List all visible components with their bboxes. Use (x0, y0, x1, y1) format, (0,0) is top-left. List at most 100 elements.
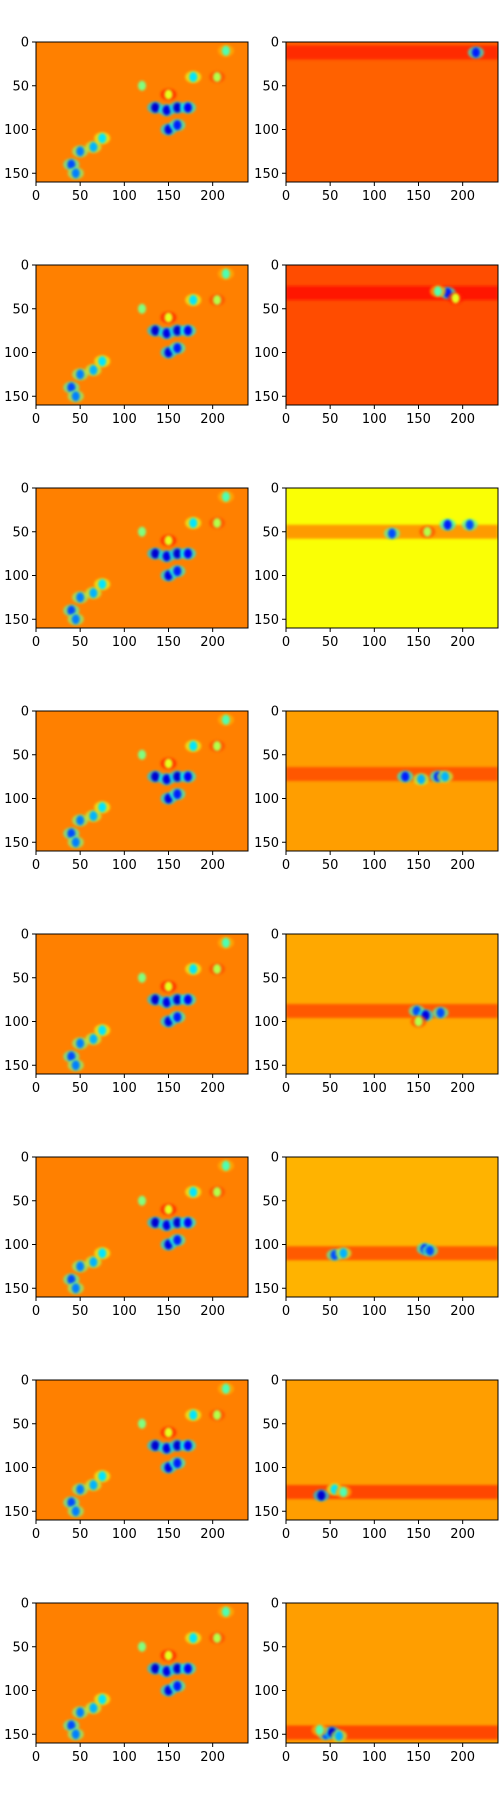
heatmap-cell (221, 714, 230, 725)
x-tick-label: 200 (200, 635, 225, 650)
y-tick-label: 0 (271, 36, 279, 51)
axes-frame (35, 1156, 249, 1298)
heatmap-cell (98, 802, 107, 813)
x-tick-label: 100 (362, 412, 387, 427)
heatmap-cell (71, 1283, 80, 1294)
y-tick-label: 50 (12, 79, 29, 94)
axes-frame (35, 41, 249, 183)
heatmap-cell (89, 811, 98, 821)
x-tick-label: 50 (322, 635, 339, 650)
heatmap-cell (138, 972, 146, 983)
heatmap-panel-5-left: 0 50 100 150 200 0 50 100 150 (4, 928, 249, 1096)
heatmap-cell (173, 343, 182, 354)
y-tick-label: 0 (21, 482, 29, 497)
y-tick-label: 150 (4, 1059, 29, 1074)
heatmap-panel-8-left: 0 50 100 150 200 0 50 100 150 (4, 1597, 249, 1765)
y-tick-label: 100 (254, 1461, 279, 1476)
heatmap-cell (98, 579, 107, 590)
x-tick-label: 100 (362, 1750, 387, 1765)
x-tick-label: 150 (156, 1081, 181, 1096)
heatmap-cell (138, 1195, 146, 1206)
heatmap-cell (173, 102, 182, 113)
y-tick-label: 150 (4, 390, 29, 405)
axes-frame (285, 41, 499, 183)
heatmap-cell (162, 997, 171, 1008)
heatmap-cell (213, 295, 222, 305)
x-tick-label: 100 (362, 1081, 387, 1096)
heatmap-cell (423, 526, 432, 537)
x-tick-label: 100 (112, 858, 137, 873)
x-tick-label: 50 (72, 1527, 89, 1542)
heatmap-cell (183, 1663, 192, 1674)
x-tick-label: 50 (72, 1750, 89, 1765)
x-tick-label: 200 (200, 189, 225, 204)
heatmap-cell (221, 1383, 230, 1394)
heatmap-cell (221, 937, 230, 948)
x-tick-label: 200 (450, 635, 475, 650)
x-tick-label: 50 (72, 635, 89, 650)
x-tick-label: 0 (282, 189, 290, 204)
heatmap-cell (89, 1034, 98, 1044)
heatmap-cell (436, 1007, 445, 1018)
x-tick-label: 100 (112, 412, 137, 427)
heatmap-cell (71, 1060, 80, 1071)
y-tick-label: 100 (254, 1238, 279, 1253)
y-tick-label: 50 (262, 525, 279, 540)
heatmap-cell (76, 1484, 85, 1495)
heatmap-cell (173, 1440, 182, 1451)
heatmap-cell (189, 295, 198, 305)
x-tick-label: 100 (362, 189, 387, 204)
x-tick-label: 150 (406, 1304, 431, 1319)
heatmap-cell (89, 588, 98, 598)
heatmap-cell (183, 1440, 192, 1451)
heatmap-cell (221, 45, 230, 56)
x-tick-label: 50 (322, 189, 339, 204)
y-tick-label: 50 (262, 79, 279, 94)
heatmap-cell (173, 1217, 182, 1228)
heatmap-cell (173, 548, 182, 559)
heatmap-band (286, 286, 498, 300)
heatmap-cell (98, 1694, 107, 1705)
heatmap-cell (76, 592, 85, 603)
heatmap-cell (317, 1490, 326, 1501)
x-tick-label: 100 (112, 1527, 137, 1542)
y-tick-label: 150 (4, 613, 29, 628)
heatmap-cell (173, 789, 182, 800)
x-tick-label: 150 (406, 189, 431, 204)
x-tick-label: 150 (406, 1750, 431, 1765)
heatmap-cell (71, 837, 80, 848)
heatmap-cell (162, 1220, 171, 1231)
x-tick-label: 0 (32, 858, 40, 873)
heatmap-cell (162, 105, 171, 116)
x-tick-label: 200 (200, 1081, 225, 1096)
heatmap-cell (162, 1443, 171, 1454)
heatmap-cell (67, 828, 76, 839)
heatmap-cell (388, 528, 396, 539)
x-tick-label: 150 (406, 858, 431, 873)
y-tick-label: 100 (4, 346, 29, 361)
heatmap-cell (67, 1051, 76, 1062)
y-tick-label: 0 (271, 928, 279, 943)
heatmap-panel-7-left: 0 50 100 150 200 0 50 100 150 (4, 1374, 249, 1542)
x-tick-label: 150 (156, 412, 181, 427)
x-tick-label: 50 (322, 858, 339, 873)
heatmap-panel-7-right: 0 50 100 150 200 0 50 100 150 (254, 1374, 499, 1542)
heatmap-cell (138, 749, 146, 760)
heatmap-cell (67, 1720, 76, 1731)
y-tick-label: 50 (262, 971, 279, 986)
axes-frame (35, 710, 249, 852)
y-tick-label: 50 (12, 302, 29, 317)
heatmap-cell (98, 1248, 107, 1259)
heatmap-cell (162, 328, 171, 339)
y-tick-label: 0 (271, 259, 279, 274)
heatmap-cell (164, 535, 173, 546)
y-tick-label: 50 (12, 748, 29, 763)
heatmap-background (286, 488, 498, 628)
x-tick-label: 150 (156, 189, 181, 204)
x-tick-label: 50 (72, 189, 89, 204)
y-tick-label: 50 (262, 1194, 279, 1209)
axes-frame (285, 487, 499, 629)
y-tick-label: 100 (254, 1684, 279, 1699)
x-tick-label: 200 (450, 1304, 475, 1319)
y-tick-label: 150 (254, 836, 279, 851)
